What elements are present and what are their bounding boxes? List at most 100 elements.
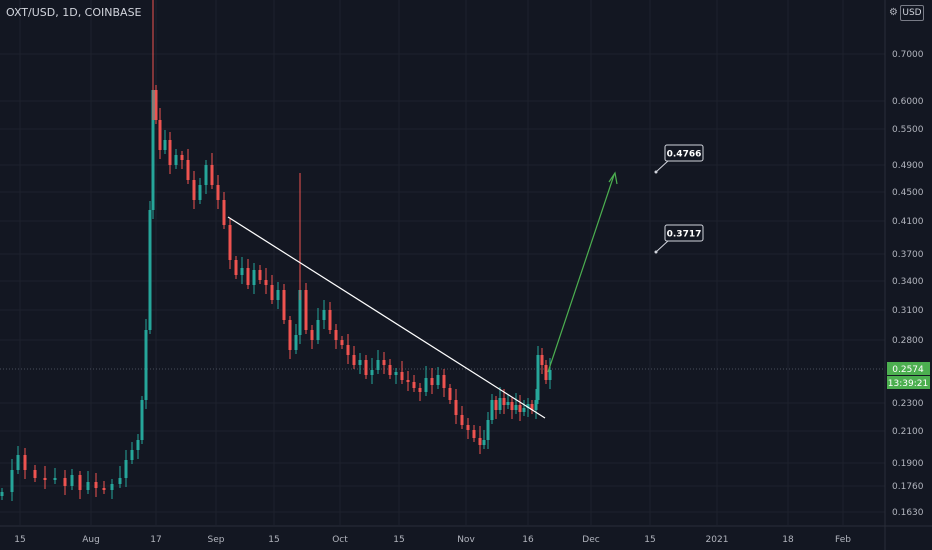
candle-body [110, 484, 114, 490]
candle-body [460, 415, 464, 425]
candle-body [154, 90, 158, 120]
callout-label: 0.3717 [667, 230, 702, 240]
candle-body [536, 355, 540, 400]
y-tick-label: 0.6000 [892, 97, 924, 107]
candle-body [53, 478, 57, 480]
candle-body [70, 475, 74, 486]
candle-body [136, 440, 140, 450]
y-tick-label: 0.4100 [892, 217, 924, 227]
y-tick-label: 0.1630 [892, 508, 924, 518]
drawings: 0.4766 0.3717 [227, 144, 704, 419]
candle-body [322, 310, 326, 320]
x-tick-label: 15 [644, 535, 655, 545]
candle-body [102, 488, 106, 490]
x-tick-label: Sep [208, 535, 225, 545]
last-price-badge [887, 362, 930, 375]
candles [0, 0, 552, 501]
candle-body [486, 420, 490, 440]
candle-body [144, 330, 148, 400]
candle-body [94, 482, 98, 488]
candle-body [358, 360, 362, 365]
candle-body [430, 378, 434, 385]
candle-body [163, 140, 167, 150]
candle-body [288, 320, 292, 350]
candle-body [506, 402, 510, 405]
candle-body [186, 160, 190, 180]
callout-box[interactable] [664, 144, 704, 162]
x-tick-label: Aug [82, 535, 100, 545]
grid [0, 0, 885, 525]
candle-body [216, 185, 220, 200]
candle-body [334, 330, 338, 340]
candle-body [478, 438, 482, 445]
candle-body [442, 375, 446, 388]
candle-body [124, 460, 128, 478]
candle-body [394, 372, 398, 375]
candle-body [270, 285, 274, 300]
candle-body [400, 372, 404, 380]
candle-body [530, 404, 534, 410]
y-tick-label: 0.7000 [892, 50, 924, 60]
x-tick-label: Nov [457, 535, 475, 545]
candle-body [294, 335, 298, 350]
y-tick-label: 0.2800 [892, 336, 924, 346]
candle-body [204, 165, 208, 185]
candle-body [510, 402, 514, 410]
callout-anchor [654, 250, 658, 254]
candle-body [382, 360, 386, 365]
candle-body [494, 400, 498, 410]
projection-arrow[interactable] [547, 174, 615, 373]
candle-body [298, 290, 302, 335]
countdown-label: 13:39:21 [888, 379, 928, 389]
x-tick-label: 2021 [706, 535, 729, 545]
y-axis: 0.7000 0.6000 0.5500 0.4900 0.4500 0.4100 0.37… [884, 0, 930, 550]
candle-body [158, 120, 162, 150]
candle-body [240, 268, 244, 275]
candle-body [10, 470, 14, 492]
candle-body [418, 388, 422, 392]
candle-body [140, 400, 144, 440]
x-tick-label: 15 [393, 535, 404, 545]
candle-body [198, 185, 202, 200]
y-tick-label: 0.4500 [892, 188, 924, 198]
callout-box[interactable] [664, 224, 704, 242]
countdown-badge [887, 376, 930, 389]
candle-body [304, 290, 308, 330]
candle-body [78, 475, 82, 490]
candle-body [370, 370, 374, 375]
trend-line[interactable] [227, 216, 546, 419]
last-price-label: 0.2574 [892, 365, 924, 375]
y-tick-label: 0.2100 [892, 427, 924, 437]
candle-body [482, 440, 486, 445]
candle-body [0, 492, 4, 496]
candle-body [436, 375, 440, 385]
candle-body [548, 370, 552, 380]
y-tick-label: 0.3100 [892, 306, 924, 316]
candle-body [258, 270, 262, 280]
candle-body [514, 405, 518, 410]
candle-body [424, 378, 428, 392]
y-tick-label: 0.3400 [892, 277, 924, 287]
candle-body [540, 355, 544, 365]
candle-body [364, 360, 368, 375]
symbol-title: OXT/USD, 1D, COINBASE [6, 6, 142, 19]
settings-icon[interactable]: ⚙ [889, 7, 898, 18]
candle-body [316, 320, 320, 340]
candle-body [246, 268, 250, 285]
candle-body [544, 365, 548, 380]
y-tick-label: 0.1760 [892, 482, 924, 492]
x-tick-label: Dec [582, 535, 599, 545]
candle-body [23, 455, 27, 470]
y-tick-label: 0.4900 [892, 161, 924, 171]
candle-body [130, 450, 134, 460]
x-tick-label: 17 [150, 535, 161, 545]
x-tick-label: 15 [268, 535, 279, 545]
y-tick-label: 0.5500 [892, 125, 924, 135]
x-tick-label: 16 [522, 535, 534, 545]
arrow-head [608, 171, 618, 185]
callout-pointer [655, 159, 670, 173]
candle-body [388, 365, 392, 375]
currency-button[interactable]: USD [900, 5, 924, 21]
y-tick-label: 0.2300 [892, 399, 924, 409]
